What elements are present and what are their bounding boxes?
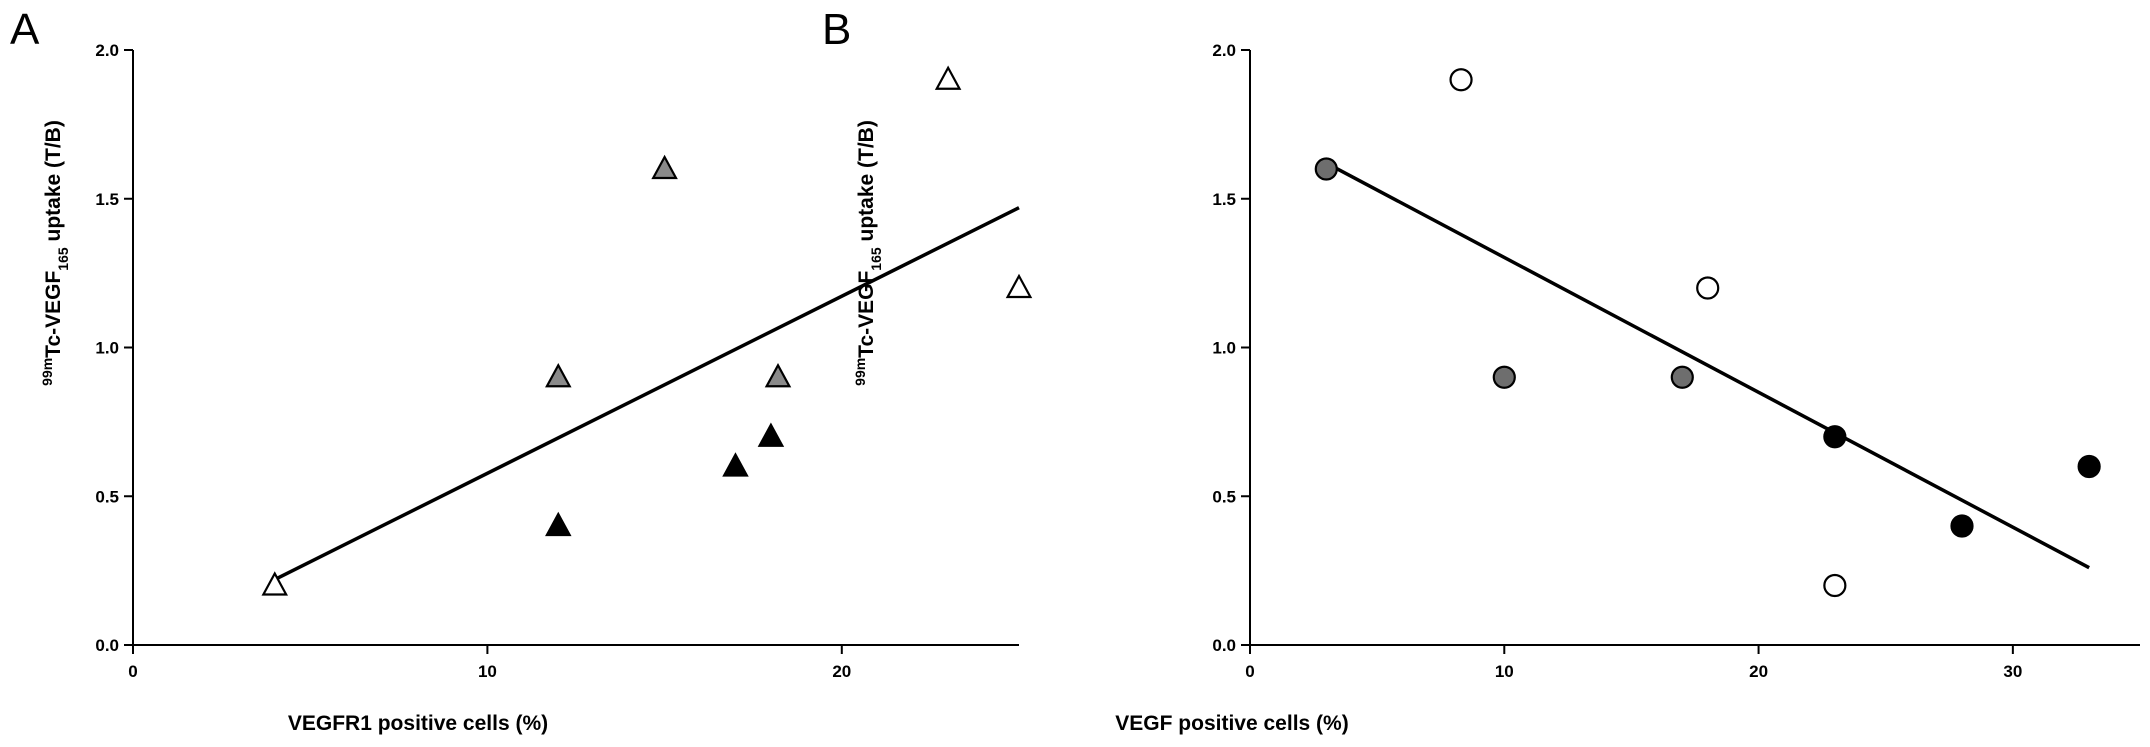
panel-a-points — [261, 65, 1033, 596]
panel-b-y-tick-label: 0.0 — [1212, 636, 1236, 655]
panel-a-data-point — [722, 452, 749, 477]
panel-a-y-tick-label: 1.5 — [95, 190, 119, 209]
panel-a-y-axis-title-prefix: 99m — [39, 358, 55, 386]
panel-b-y-axis-title-suffix: uptake (T/B) — [855, 120, 878, 247]
panel-a-y-axis-title: 99mTc-VEGF165 uptake (T/B) — [39, 120, 71, 386]
panel-b-y-axis-title: 99mTc-VEGF165 uptake (T/B) — [852, 120, 884, 386]
panel-b-data-point — [1950, 514, 1974, 538]
panel-a-data-point — [764, 362, 792, 388]
panel-a-label: A — [10, 5, 40, 54]
panel-a-x-axis-title: VEGFR1 positive cells (%) — [288, 712, 548, 735]
panel-b-x-tick-label: 10 — [1495, 662, 1514, 681]
panel-b-y-axis-title-prefix: 99m — [852, 358, 868, 386]
panel-b-y-tick-label: 2.0 — [1212, 41, 1236, 60]
panel-a-data-point — [757, 422, 785, 447]
panel-a-y-tick-label: 2.0 — [95, 41, 119, 60]
panel-b-data-point — [1823, 573, 1847, 598]
panel-a-x-tick-label: 0 — [128, 662, 137, 681]
panel-b-y-axis-title-sub: 165 — [868, 247, 884, 271]
panel-b: B VEGF positive cells (%) 99mTc-VEGF165 … — [822, 5, 2140, 735]
panel-b-axes: 0.0 0.5 1.0 1.5 2.0 0 10 20 30 — [1212, 41, 2140, 681]
panel-a-data-point — [934, 65, 962, 90]
panel-b-fit — [1325, 161, 2090, 570]
panel-a-data-point — [261, 571, 289, 596]
panel-b-label: B — [822, 5, 851, 54]
panel-b-x-tick-label: 20 — [1749, 662, 1768, 681]
panel-a: A VEGFR1 positive cells (%) 99mTc-VEGF16… — [10, 5, 1033, 735]
panel-a-y-axis-title-suffix: uptake (T/B) — [42, 120, 65, 247]
panel-b-data-point — [1670, 365, 1694, 389]
panel-b-data-point — [2077, 454, 2101, 479]
panel-b-data-point — [1449, 68, 1473, 92]
panel-a-data-point — [545, 511, 572, 537]
panel-a-fit — [273, 206, 1020, 582]
panel-a-y-axis-title-sub: 165 — [55, 247, 71, 271]
panel-b-y-tick-label: 1.5 — [1212, 190, 1236, 209]
panel-a-data-point — [651, 154, 678, 180]
panel-b-y-axis-title-main: Tc-VEGF — [855, 271, 878, 358]
panel-a-y-tick-label: 0.0 — [95, 636, 119, 655]
panel-b-y-tick-label: 1.0 — [1212, 339, 1236, 358]
panel-b-data-point — [1314, 157, 1338, 181]
panel-b-points — [1314, 68, 2101, 598]
panel-b-data-point — [1696, 276, 1720, 300]
panel-a-data-point — [545, 362, 572, 388]
panel-b-regression-line — [1325, 161, 2090, 570]
panel-a-y-axis-title-main: Tc-VEGF — [42, 271, 65, 358]
panel-a-regression-line — [273, 206, 1020, 582]
panel-b-x-tick-label: 0 — [1245, 662, 1254, 681]
panel-a-axes: 0.0 0.5 1.0 1.5 2.0 0 10 20 — [95, 41, 1019, 681]
panel-b-x-tick-label: 30 — [2003, 662, 2022, 681]
panel-b-data-point — [1823, 425, 1847, 449]
panel-a-y-tick-label: 1.0 — [95, 339, 119, 358]
panel-a-y-tick-label: 0.5 — [95, 487, 119, 506]
panel-b-y-tick-label: 0.5 — [1212, 487, 1236, 506]
panel-a-data-point — [1005, 273, 1033, 299]
panel-b-x-axis-title: VEGF positive cells (%) — [1115, 712, 1348, 735]
panel-a-x-tick-label: 20 — [832, 662, 851, 681]
panel-a-x-tick-label: 10 — [478, 662, 497, 681]
panel-b-data-point — [1492, 365, 1516, 389]
